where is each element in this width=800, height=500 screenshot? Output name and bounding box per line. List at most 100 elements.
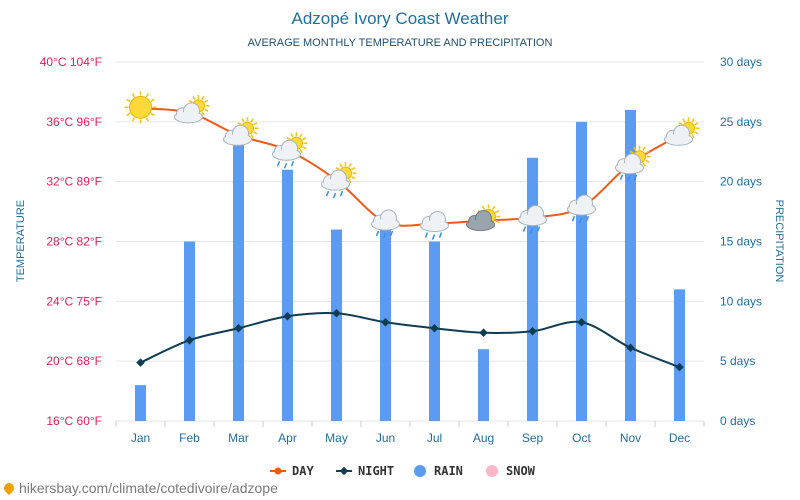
sun-ray (678, 122, 683, 126)
sun-disc (129, 95, 152, 119)
rain-drop (536, 226, 541, 232)
rain-drop (585, 215, 590, 222)
rain-bar (527, 157, 538, 421)
night-point (626, 343, 635, 352)
right-tick-label: 25 days (720, 115, 762, 129)
rain-drop (578, 217, 583, 224)
legend-item-day: DAY (270, 464, 314, 478)
sun-ray (150, 98, 155, 103)
partly-cloudy-rain-icon (272, 132, 308, 169)
rain-drop (382, 232, 387, 239)
legend-marker (414, 465, 426, 477)
cloud-fill (224, 134, 251, 145)
location-pin-icon (1, 480, 17, 496)
rain-bar (478, 349, 489, 421)
month-label: May (325, 431, 348, 445)
night-point (430, 324, 439, 333)
rain-bar (233, 133, 244, 422)
sun-ray (682, 118, 686, 123)
sun-ray (495, 219, 500, 224)
sun-ray (286, 137, 291, 141)
month-label: Dec (669, 431, 690, 445)
credit[interactable]: hikersbay.com/climate/cotedivoire/adzope (1, 480, 278, 496)
rain-drop (276, 160, 281, 167)
sun-ray (645, 159, 650, 163)
cloud-fill (467, 219, 494, 230)
legend-item-snow: SNOW (486, 464, 536, 478)
right-tick-label: 10 days (720, 294, 762, 308)
sun-ray (335, 166, 340, 171)
sun-ray (126, 98, 131, 103)
sun-ray (290, 133, 294, 138)
rain-drop (290, 160, 295, 167)
day-line (140, 107, 681, 227)
rain-cloud-icon (420, 211, 449, 240)
rain-drop (529, 228, 534, 234)
weather-icons (124, 91, 700, 240)
partly-cloudy-icon (223, 117, 259, 146)
sun-ray (131, 117, 136, 122)
rain-cloud-icon (371, 209, 400, 239)
left-tick-label: 28°C 82°F (46, 235, 102, 249)
temperature-lines (136, 107, 684, 372)
legend-label: RAIN (434, 464, 463, 478)
month-label: Aug (473, 431, 494, 445)
night-point (577, 318, 586, 327)
night-line (140, 311, 680, 369)
legend-item-night: NIGHT (336, 464, 394, 478)
rain-drop (325, 190, 330, 197)
legend-item-rain: RAIN (414, 464, 463, 478)
night-point (185, 335, 194, 345)
sun-ray (642, 146, 646, 152)
rain-drop (375, 230, 380, 237)
month-label: Apr (278, 431, 297, 445)
sun-ray (351, 175, 356, 180)
night-point (675, 362, 684, 372)
month-label: Nov (620, 431, 641, 445)
sun-ray (629, 150, 634, 154)
right-tick-label: 5 days (720, 354, 755, 368)
cloud-fill (519, 214, 546, 225)
left-axis-label: TEMPERATURE (15, 200, 27, 282)
cloud-fill (372, 219, 399, 230)
sun-ray (204, 108, 209, 113)
cloud-fill (616, 162, 643, 173)
night-point (283, 312, 292, 321)
left-tick-label: 16°C 60°F (46, 414, 102, 428)
partly-cloudy-rain-icon (321, 162, 357, 199)
sun-ray (131, 93, 136, 98)
sun-ray (201, 95, 205, 101)
sun-ray (204, 99, 209, 104)
partly-cloudy-icon (664, 117, 700, 146)
cloud-fill (421, 220, 448, 231)
sun-ray (302, 137, 307, 141)
night-point (479, 328, 488, 337)
sun-ray (145, 117, 150, 122)
night-point (136, 358, 145, 367)
rain-drop (332, 192, 337, 199)
sun-ray (348, 178, 352, 184)
axes: 16°C 60°F 20°C 68°F 24°C 75°F 28°C 82°F 32°C… (40, 55, 762, 445)
legend-label: SNOW (506, 464, 536, 478)
right-tick-label: 20 days (720, 175, 762, 189)
sun-ray (201, 111, 205, 116)
partly-cloudy-rain-icon (615, 145, 651, 182)
month-label: Jun (376, 431, 395, 445)
sun-ray (481, 205, 486, 211)
sun-ray (126, 112, 131, 117)
sun-ray (351, 166, 356, 171)
rain-drop (619, 174, 624, 180)
rain-drop (283, 162, 288, 169)
left-tick-label: 40°C 104°F (40, 55, 102, 69)
rain-bar (576, 121, 587, 421)
rain-bar (282, 169, 293, 421)
night-point (234, 324, 243, 333)
credit-link[interactable]: hikersbay.com/climate/cotedivoire/adzope (19, 480, 278, 496)
month-label: Jul (427, 431, 442, 445)
right-tick-label: 15 days (720, 235, 762, 249)
legend-marker (274, 467, 282, 475)
rain-drop (522, 226, 527, 232)
month-label: Feb (179, 431, 200, 445)
sun-ray (253, 131, 258, 135)
